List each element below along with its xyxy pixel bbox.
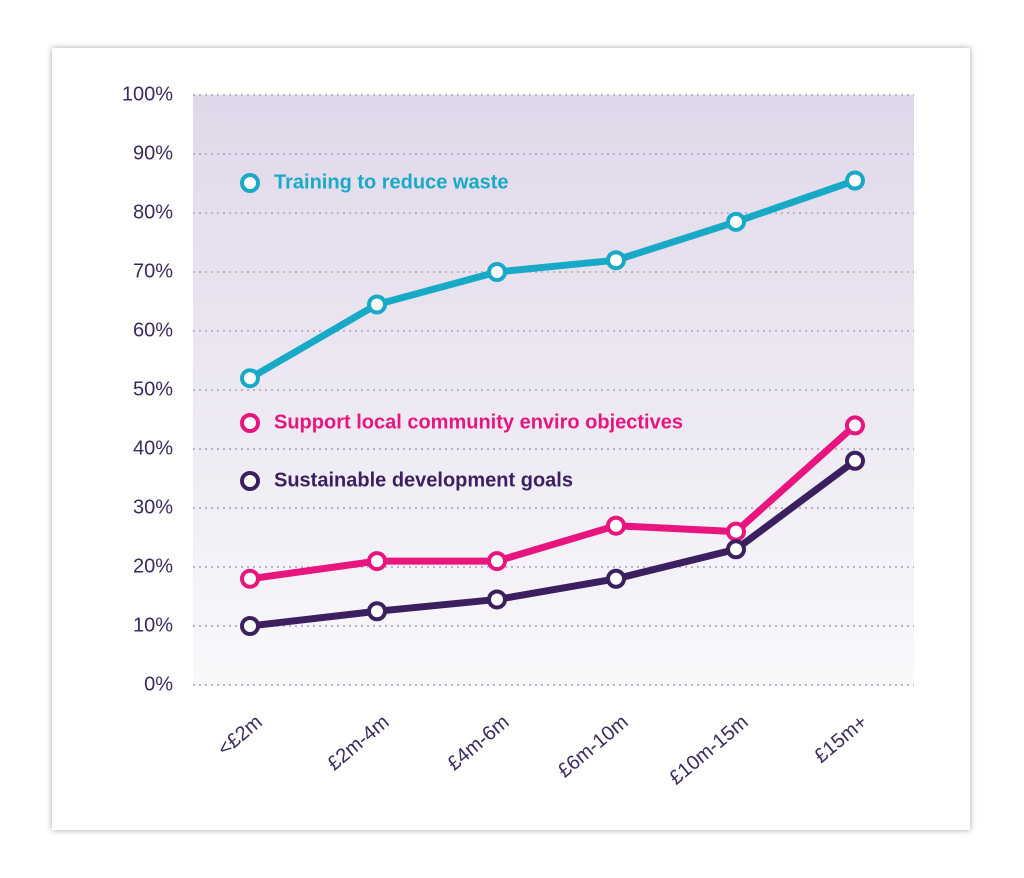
legend-label: Support local community enviro objective… <box>274 411 683 433</box>
legend-label: Sustainable development goals <box>274 469 573 491</box>
data-point <box>367 294 387 315</box>
y-tick-label: 80% <box>133 201 173 223</box>
data-point <box>367 551 387 572</box>
y-tick-label: 10% <box>133 614 173 636</box>
data-point <box>240 616 260 636</box>
data-point <box>487 589 507 610</box>
data-point <box>367 601 387 622</box>
data-point <box>845 170 865 191</box>
y-tick-label: 0% <box>144 673 173 695</box>
x-tick-label: £10m-15m <box>665 711 752 789</box>
y-tick-label: 40% <box>133 437 173 459</box>
series-line <box>248 177 857 382</box>
series-line <box>249 457 858 630</box>
data-point <box>726 521 746 542</box>
y-tick-label: 20% <box>133 555 173 577</box>
y-tick-label: 90% <box>133 142 173 164</box>
data-point <box>487 262 507 282</box>
legend-label: Training to reduce waste <box>274 171 509 193</box>
x-tick-label: £6m-10m <box>554 711 633 782</box>
data-point <box>845 450 865 471</box>
legend-marker <box>240 173 260 193</box>
data-point <box>240 568 260 589</box>
y-tick-label: 100% <box>122 83 173 105</box>
y-tick-label: 60% <box>133 319 173 341</box>
y-tick-label: 50% <box>133 378 173 400</box>
data-point <box>845 415 865 436</box>
x-tick-label: £4m-6m <box>443 711 513 775</box>
y-tick-label: 70% <box>133 260 173 282</box>
legend-marker <box>240 413 260 433</box>
x-tick-label: £2m-4m <box>323 711 393 775</box>
legend-marker <box>240 471 260 491</box>
data-point <box>606 515 626 536</box>
data-point <box>606 250 626 271</box>
data-point <box>726 539 746 560</box>
x-tick-label: <£2m <box>214 711 267 760</box>
series-line <box>249 422 858 583</box>
y-tick-label: 30% <box>133 496 173 518</box>
x-tick-label: £15m+ <box>810 711 871 768</box>
data-point <box>606 568 626 589</box>
data-point <box>726 211 746 232</box>
data-point <box>240 368 260 389</box>
data-point <box>487 551 507 572</box>
